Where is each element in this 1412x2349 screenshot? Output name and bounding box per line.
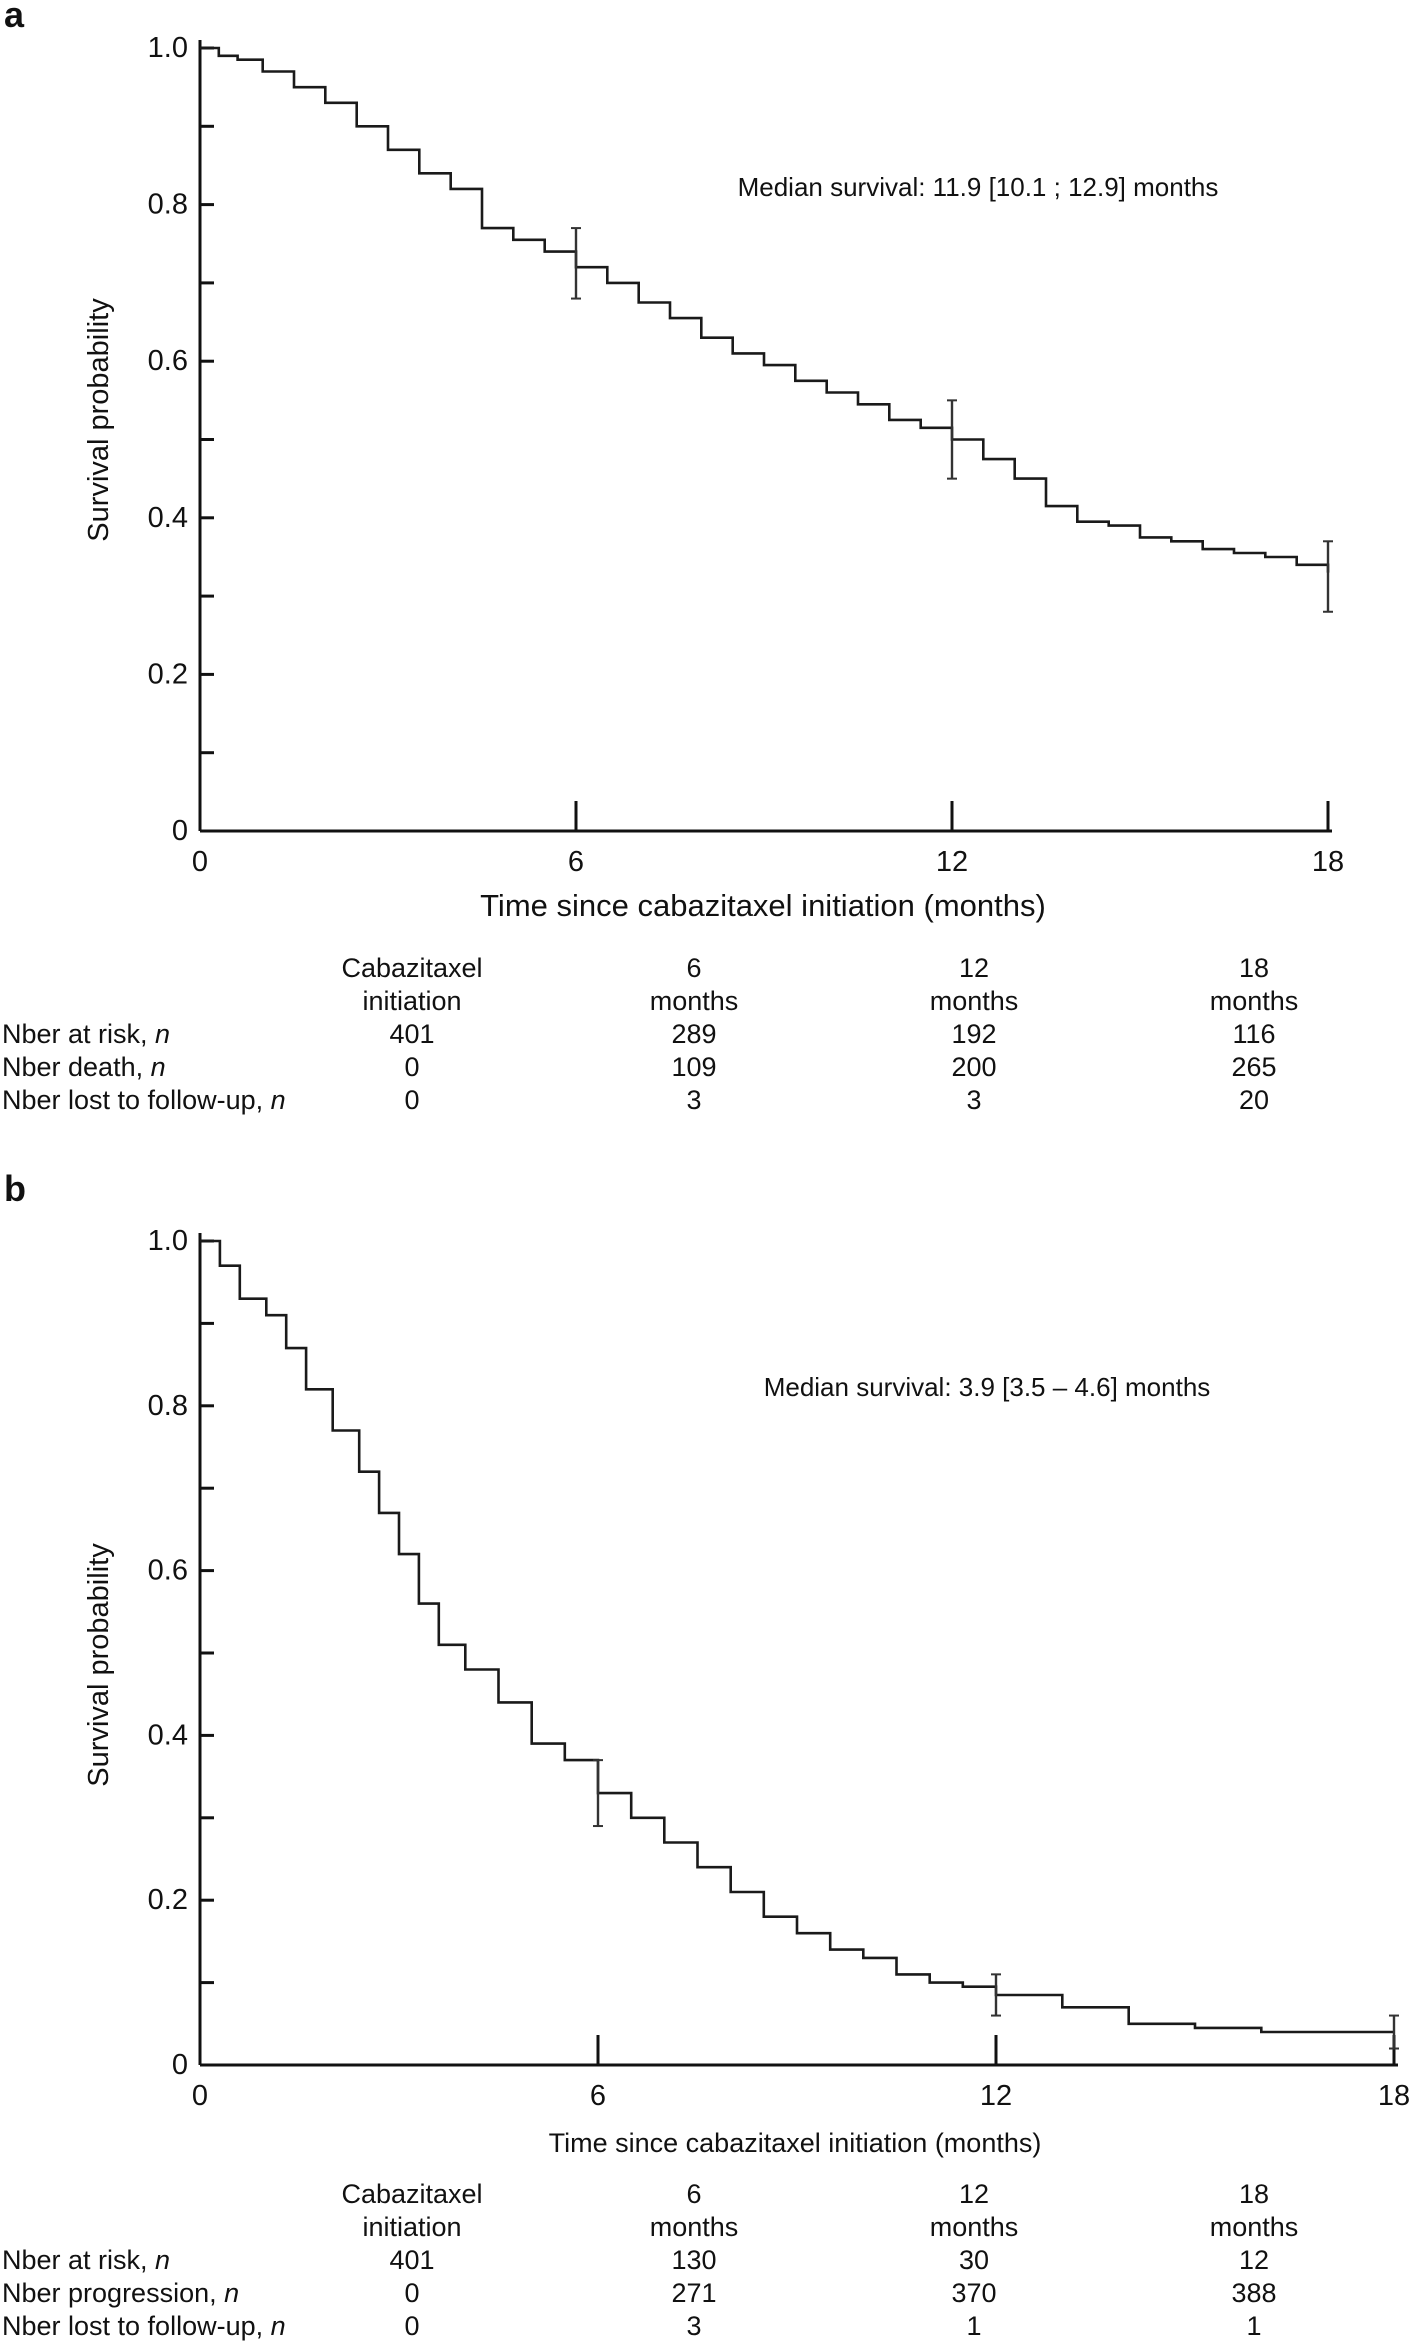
chart-a-y-tick-label-2: 0.4 [148, 502, 188, 534]
table-a-row-1-value-1: 109 [671, 1052, 717, 1082]
chart-a-x-tick-label-0: 0 [192, 846, 208, 878]
table-b-row-1-label: Nber progression, n [2, 2278, 240, 2308]
chart-a-y-tick-label-1: 0.2 [148, 658, 188, 690]
table-b-row-0-value-3: 12 [1238, 2245, 1270, 2275]
chart-b-y-tick-label-1: 0.2 [148, 1884, 188, 1916]
chart-b-axes: 0 0.2 0.4 0.6 0.8 1.0 0 6 12 18 [148, 1225, 1410, 2112]
table-b-row-2-label: Nber lost to follow-up, n [2, 2311, 286, 2341]
chart-a-survival-curve [200, 46, 1330, 573]
chart-b-x-tick-label-1: 6 [590, 2080, 606, 2112]
chart-a-y-tick-label-4: 0.8 [148, 189, 188, 221]
table-b-row-2-value-2: 1 [966, 2311, 982, 2341]
table-b-header-1-line2: months [649, 2212, 739, 2242]
table-a-row-1-label: Nber death, n [2, 1052, 166, 1082]
survival-chart-a: 0 0.2 0.4 0.6 0.8 1.0 0 6 12 18 Median survival: … [83, 32, 1344, 923]
table-b-row-2-value-0: 0 [404, 2311, 420, 2341]
table-b-header-0-line2: initiation [362, 2212, 462, 2242]
chart-b-survival-curve [200, 1239, 1394, 2034]
chart-b-x-tick-label-0: 0 [192, 2080, 208, 2112]
table-a-header-1-line2: months [649, 986, 739, 1016]
chart-b-x-tick-label-3: 18 [1378, 2080, 1410, 2112]
chart-b-y-tick-label-2: 0.4 [148, 1719, 188, 1751]
table-b-header-0-line1: Cabazitaxel [341, 2179, 483, 2209]
chart-b-y-tick-label-3: 0.6 [148, 1555, 188, 1587]
table-a-header-2-line2: months [929, 986, 1019, 1016]
table-b-row-0-value-0: 401 [389, 2245, 435, 2275]
chart-a-ci-group [571, 227, 1333, 613]
table-a-header-0-line1: Cabazitaxel [341, 953, 483, 983]
survival-chart-b: 0 0.2 0.4 0.6 0.8 1.0 0 6 12 18 Median survival: … [83, 1225, 1410, 2158]
chart-b-y-tick-label-0: 0 [172, 2049, 188, 2081]
table-a-row-0-value-2: 192 [951, 1019, 997, 1049]
table-b-row-1-value-0: 0 [404, 2278, 420, 2308]
table-a-row-0-value-0: 401 [389, 1019, 435, 1049]
chart-a-x-tick-label-3: 18 [1312, 846, 1344, 878]
chart-a-y-tick-label-5: 1.0 [148, 32, 188, 64]
chart-a-x-tick-label-2: 12 [936, 846, 968, 878]
panel-a-letter: a [4, 0, 25, 35]
table-a-row-2-value-2: 3 [966, 1085, 982, 1115]
chart-a-y-tick-label-3: 0.6 [148, 345, 188, 377]
table-a-row-0-label: Nber at risk, n [2, 1019, 171, 1049]
table-a-row-1-value-2: 200 [951, 1052, 997, 1082]
table-b-row-1-value-3: 388 [1231, 2278, 1277, 2308]
table-b-header-1-line1: 6 [686, 2179, 702, 2209]
table-a-header-3-line2: months [1209, 986, 1299, 1016]
chart-b-ci-group [593, 1759, 1399, 2050]
table-a-header-1-line1: 6 [686, 953, 702, 983]
chart-b-x-tick-label-2: 12 [980, 2080, 1012, 2112]
table-a-header-0-line2: initiation [362, 986, 462, 1016]
chart-b-curve-group [200, 1239, 1394, 2034]
chart-a-x-tick-label-1: 6 [568, 846, 584, 878]
table-b-header-2-line1: 12 [958, 2179, 990, 2209]
table-b-header-2-line2: months [929, 2212, 1019, 2242]
chart-a-curve-group [200, 46, 1330, 573]
table-a-row-2-value-1: 3 [686, 1085, 702, 1115]
chart-b-ylabel: Survival probability [83, 1543, 115, 1787]
table-b-row-0-label: Nber at risk, n [2, 2245, 171, 2275]
table-b-row-1-value-2: 370 [951, 2278, 997, 2308]
table-a-row-1-value-3: 265 [1231, 1052, 1277, 1082]
table-b-row-1-value-1: 271 [671, 2278, 717, 2308]
panel-b-letter: b [4, 1168, 26, 1209]
table-a-row-2-label: Nber lost to follow-up, n [2, 1085, 286, 1115]
table-b-row-0-value-2: 30 [958, 2245, 990, 2275]
chart-b-y-tick-label-4: 0.8 [148, 1390, 188, 1422]
table-a-row-0-value-3: 116 [1232, 1019, 1276, 1049]
chart-b-y-tick-label-5: 1.0 [148, 1225, 188, 1257]
table-b-header-3-line2: months [1209, 2212, 1299, 2242]
chart-a-annotation: Median survival: 11.9 [10.1 ; 12.9] mont… [738, 172, 1219, 202]
table-a-header-3-line1: 18 [1238, 953, 1270, 983]
table-a-header-2-line1: 12 [958, 953, 990, 983]
table-a-row-1-value-0: 0 [404, 1052, 420, 1082]
table-b-row-2-value-3: 1 [1246, 2311, 1262, 2341]
table-b-row-0-value-1: 130 [671, 2245, 717, 2275]
table-b-row-2-value-1: 3 [686, 2311, 702, 2341]
chart-a-ylabel: Survival probability [83, 298, 115, 542]
table-a-row-2-value-3: 20 [1238, 1085, 1270, 1115]
table-b-header-3-line1: 18 [1238, 2179, 1270, 2209]
chart-a-axes: 0 0.2 0.4 0.6 0.8 1.0 0 6 12 18 [148, 32, 1344, 878]
chart-b-xlabel: Time since cabazitaxel initiation (month… [549, 2128, 1042, 2158]
chart-a-y-tick-label-0: 0 [172, 815, 188, 847]
chart-b-annotation: Median survival: 3.9 [3.5 – 4.6] months [764, 1372, 1211, 1402]
chart-a-xlabel: Time since cabazitaxel initiation (month… [480, 888, 1046, 923]
table-a-row-0-value-1: 289 [671, 1019, 717, 1049]
table-a-row-2-value-0: 0 [404, 1085, 420, 1115]
